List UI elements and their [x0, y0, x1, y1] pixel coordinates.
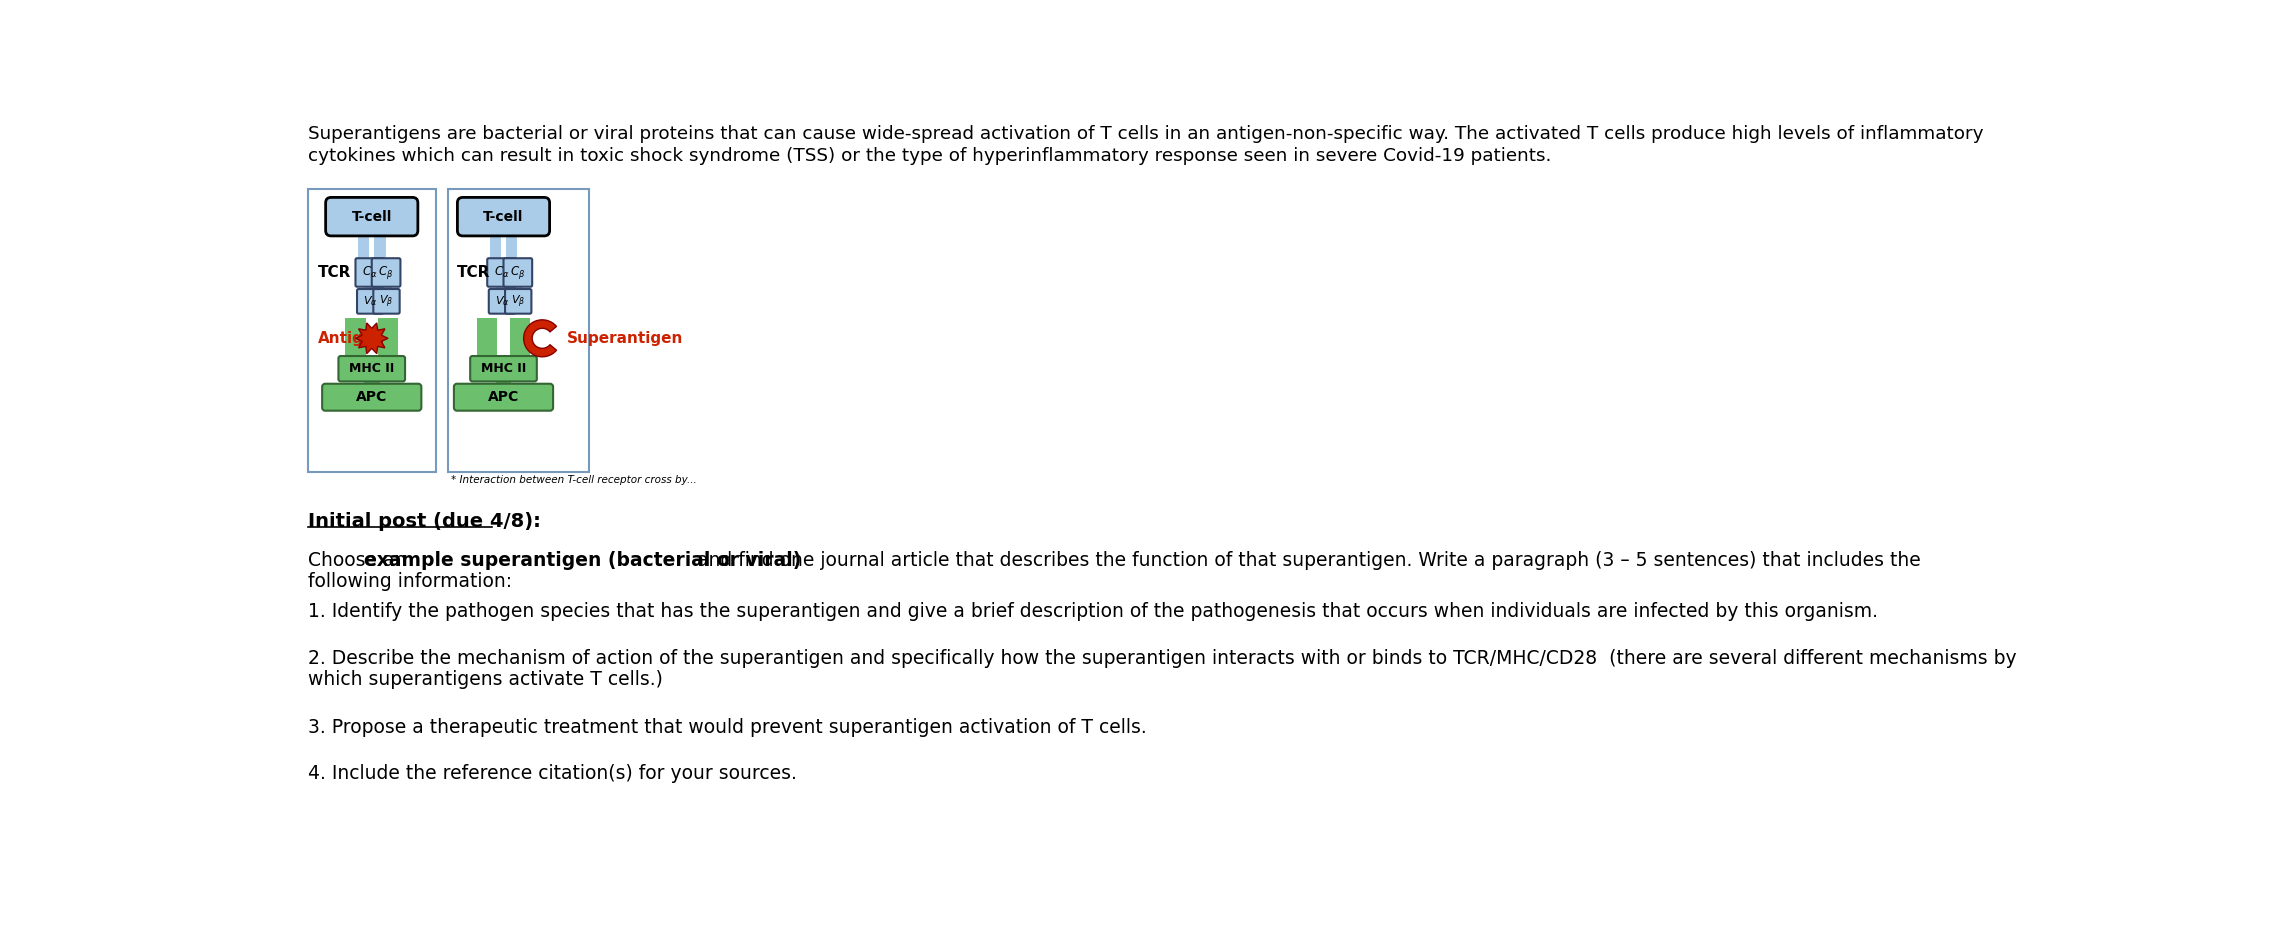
FancyBboxPatch shape	[490, 230, 502, 260]
Text: Superantigens are bacterial or viral proteins that can cause wide-spread activat: Superantigens are bacterial or viral pro…	[307, 125, 1983, 143]
Text: MHC II: MHC II	[348, 362, 394, 375]
FancyBboxPatch shape	[488, 258, 516, 287]
Text: TCR: TCR	[319, 265, 351, 280]
FancyBboxPatch shape	[323, 384, 422, 410]
Text: $C_\alpha$: $C_\alpha$	[493, 265, 509, 280]
FancyBboxPatch shape	[504, 289, 532, 313]
FancyBboxPatch shape	[477, 318, 497, 358]
Text: APC: APC	[488, 390, 518, 405]
Text: $V_\beta$: $V_\beta$	[511, 293, 525, 309]
Text: example superantigen (bacterial or viral): example superantigen (bacterial or viral…	[364, 551, 802, 570]
FancyBboxPatch shape	[380, 286, 392, 290]
Text: MHC II: MHC II	[481, 362, 527, 375]
FancyBboxPatch shape	[374, 289, 399, 313]
Text: T-cell: T-cell	[484, 209, 523, 224]
FancyBboxPatch shape	[346, 318, 364, 358]
FancyBboxPatch shape	[358, 289, 383, 313]
FancyBboxPatch shape	[371, 258, 401, 287]
FancyBboxPatch shape	[509, 318, 529, 358]
FancyBboxPatch shape	[507, 230, 518, 260]
Text: 4. Include the reference citation(s) for your sources.: 4. Include the reference citation(s) for…	[307, 764, 798, 783]
Text: $C_\alpha$: $C_\alpha$	[362, 265, 378, 280]
Text: Choose an: Choose an	[307, 551, 413, 570]
Text: TCR: TCR	[456, 265, 490, 280]
FancyBboxPatch shape	[447, 188, 589, 471]
Text: $V_\beta$: $V_\beta$	[378, 293, 394, 309]
Text: 3. Propose a therapeutic treatment that would prevent superantigen activation of: 3. Propose a therapeutic treatment that …	[307, 718, 1146, 737]
FancyBboxPatch shape	[458, 197, 550, 236]
Text: APC: APC	[355, 390, 387, 405]
Text: and find one journal article that describes the function of that superantigen. W: and find one journal article that descri…	[692, 551, 1921, 570]
Text: Antigen: Antigen	[319, 330, 385, 346]
FancyBboxPatch shape	[307, 188, 435, 471]
Wedge shape	[523, 320, 557, 357]
FancyBboxPatch shape	[470, 356, 536, 382]
Text: Superantigen: Superantigen	[566, 330, 683, 346]
Polygon shape	[355, 323, 387, 354]
FancyBboxPatch shape	[325, 197, 417, 236]
FancyBboxPatch shape	[378, 318, 399, 358]
FancyBboxPatch shape	[339, 356, 406, 382]
Text: Initial post (due 4/8):: Initial post (due 4/8):	[307, 512, 541, 531]
FancyBboxPatch shape	[374, 230, 385, 260]
Text: * Interaction between T-cell receptor cross by...: * Interaction between T-cell receptor cr…	[452, 475, 697, 485]
FancyBboxPatch shape	[495, 286, 507, 290]
FancyBboxPatch shape	[355, 258, 385, 287]
Text: $C_\beta$: $C_\beta$	[378, 264, 394, 281]
FancyBboxPatch shape	[495, 379, 511, 387]
Text: $C_\beta$: $C_\beta$	[511, 264, 525, 281]
FancyBboxPatch shape	[488, 289, 516, 313]
Text: $V_\alpha$: $V_\alpha$	[362, 294, 378, 308]
FancyBboxPatch shape	[364, 379, 380, 387]
Text: $V_\alpha$: $V_\alpha$	[495, 294, 509, 308]
FancyBboxPatch shape	[454, 384, 552, 410]
Text: cytokines which can result in toxic shock syndrome (TSS) or the type of hyperinf: cytokines which can result in toxic shoc…	[307, 147, 1552, 165]
Text: 2. Describe the mechanism of action of the superantigen and specifically how the: 2. Describe the mechanism of action of t…	[307, 648, 2017, 667]
FancyBboxPatch shape	[513, 286, 523, 290]
FancyBboxPatch shape	[364, 286, 376, 290]
FancyBboxPatch shape	[504, 258, 532, 287]
Text: T-cell: T-cell	[351, 209, 392, 224]
FancyBboxPatch shape	[358, 230, 369, 260]
Text: 1. Identify the pathogen species that has the superantigen and give a brief desc: 1. Identify the pathogen species that ha…	[307, 603, 1877, 622]
Text: following information:: following information:	[307, 572, 513, 591]
Text: which superantigens activate T cells.): which superantigens activate T cells.)	[307, 670, 662, 689]
